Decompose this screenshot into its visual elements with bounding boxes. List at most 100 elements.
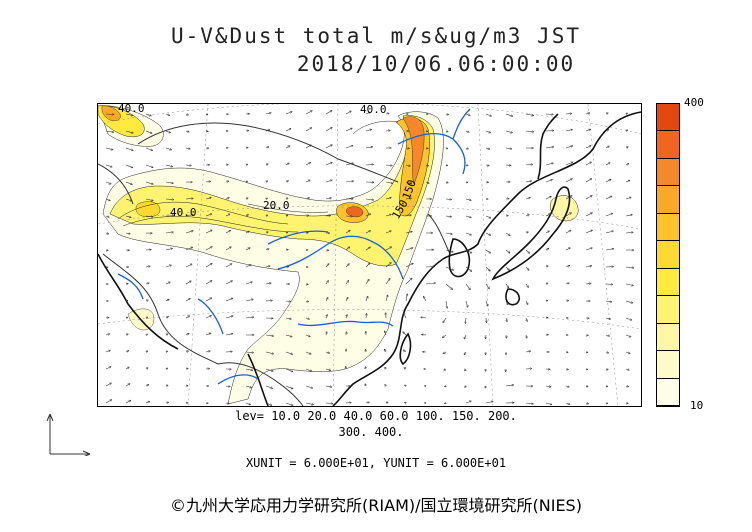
wind-vector	[445, 386, 447, 387]
wind-vector	[565, 162, 573, 166]
wind-vector	[286, 232, 288, 233]
wind-vector	[425, 182, 429, 183]
wind-vector	[585, 113, 590, 114]
wind-vector	[505, 266, 509, 270]
wind-vector	[465, 300, 468, 307]
wind-vector	[526, 317, 527, 322]
wind-vector	[545, 402, 552, 405]
wind-vector	[625, 215, 632, 216]
wind-vector	[285, 129, 291, 132]
wind-vector	[525, 266, 529, 270]
wind-vector	[565, 230, 571, 234]
wind-vector	[605, 231, 613, 234]
wind-vector	[585, 403, 589, 404]
wind-vector	[125, 164, 133, 168]
color-scale-segment	[657, 241, 679, 269]
wind-vector	[546, 266, 548, 267]
wind-vector	[365, 296, 368, 302]
wind-vector	[266, 215, 268, 216]
wind-vector	[265, 368, 273, 371]
wind-vector	[485, 165, 489, 166]
wind-vector	[105, 318, 109, 319]
wind-vector	[485, 266, 490, 271]
wind-vector	[586, 369, 588, 370]
wind-vector	[385, 214, 391, 217]
copyright-footer: ©九州大学応用力学研究所(RIAM)/国立環境研究所(NIES)	[170, 496, 582, 515]
wind-vector	[105, 400, 112, 404]
wind-vector	[506, 334, 507, 338]
wind-vector	[465, 283, 470, 290]
wind-vector	[185, 351, 189, 352]
wind-vector	[384, 349, 386, 353]
wind-vector	[185, 298, 190, 302]
wind-vector	[485, 368, 486, 371]
wind-vector	[185, 215, 194, 217]
wind-vector	[445, 283, 453, 290]
wind-vector	[205, 214, 212, 217]
wind-vector	[165, 164, 173, 167]
wind-vector	[445, 233, 452, 234]
wind-vector	[505, 148, 512, 149]
wind-vector	[405, 248, 413, 251]
wind-vector	[505, 385, 514, 386]
wind-vector	[485, 283, 489, 289]
wind-vector	[626, 113, 628, 114]
wind-vector	[125, 351, 129, 352]
wind-vector	[185, 231, 193, 234]
wind-vector	[145, 164, 153, 168]
reference-vector-icon	[46, 413, 91, 456]
wind-vector	[125, 130, 133, 133]
wind-vector	[246, 181, 248, 182]
wind-vector	[525, 164, 533, 165]
wind-vector	[145, 266, 150, 267]
wind-vector	[165, 265, 171, 268]
wind-vector	[625, 164, 629, 166]
wind-vector	[464, 334, 467, 339]
wind-vector	[545, 147, 554, 148]
wind-vector	[346, 332, 347, 336]
wind-vector	[405, 278, 412, 285]
wind-vector	[365, 112, 370, 115]
wind-vector	[446, 182, 448, 183]
wind-vector	[465, 249, 472, 253]
wind-vector	[225, 281, 233, 285]
wind-vector	[145, 283, 149, 284]
wind-vector	[305, 385, 313, 388]
wind-vector	[565, 369, 569, 370]
wind-vector	[246, 198, 248, 199]
wind-vector	[225, 386, 230, 387]
wind-vector	[505, 215, 508, 216]
wind-vector	[405, 148, 410, 149]
wind-vector	[525, 300, 528, 305]
wind-vector	[405, 294, 407, 302]
wind-vector	[186, 368, 188, 369]
wind-vector	[105, 164, 112, 167]
wind-vector	[265, 402, 272, 405]
wind-vector	[405, 198, 412, 199]
wind-vector	[365, 147, 373, 148]
wind-vector	[185, 198, 193, 199]
wind-vector	[525, 232, 528, 233]
color-scale-segment	[657, 131, 679, 159]
wind-vector	[525, 403, 533, 404]
wind-vector	[625, 197, 631, 200]
wind-vector	[585, 146, 591, 149]
wind-vector	[225, 298, 233, 302]
wind-vector	[165, 282, 170, 285]
wind-vector	[325, 180, 332, 183]
wind-vector	[385, 278, 390, 285]
wind-vector	[605, 196, 612, 200]
wind-vector	[605, 352, 609, 353]
wind-vector	[485, 300, 488, 306]
wind-vector	[585, 335, 588, 336]
wind-vector	[625, 180, 630, 183]
wind-vector	[245, 215, 249, 217]
wind-vector	[266, 181, 268, 182]
wind-vector	[365, 247, 370, 251]
wind-vector	[166, 334, 168, 335]
wind-vector	[105, 334, 110, 335]
wind-vector	[345, 146, 353, 149]
wind-vector	[585, 196, 592, 200]
wind-vector	[605, 179, 611, 183]
wind-vector	[185, 264, 192, 268]
